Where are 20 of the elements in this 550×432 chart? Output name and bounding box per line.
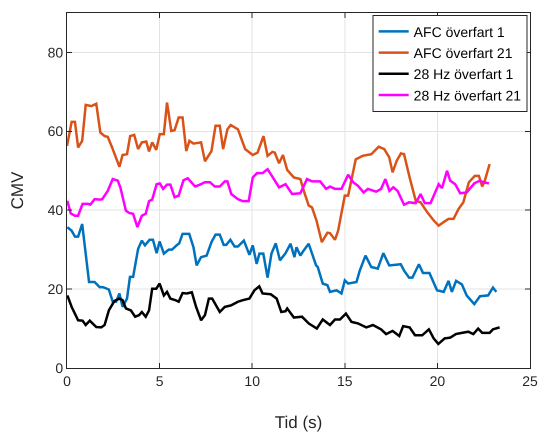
line-series [67,282,501,346]
line-series [67,101,491,244]
legend-label: AFC överfart 1 [414,24,505,40]
x-axis-title: Tid (s) [274,413,322,432]
y-tick-label: 0 [55,360,64,376]
x-tick-label: 15 [337,372,353,389]
y-tick-label: 40 [48,202,64,218]
line-series [67,222,498,308]
line-series [67,168,490,228]
y-axis-title: CMV [8,170,27,210]
y-tick-label: 60 [48,123,64,140]
legend-label: 28 Hz överfart 1 [414,66,514,82]
legend-label: AFC överfart 21 [414,45,513,62]
x-tick-label: 20 [430,372,446,389]
y-tick-label: 20 [48,281,64,298]
x-tick-label: 25 [522,372,538,389]
y-tick-label: 80 [48,44,64,60]
x-tick-label: 5 [156,372,164,389]
x-tick-label: 10 [244,372,260,389]
legend-label: 28 Hz överfart 21 [414,87,522,104]
